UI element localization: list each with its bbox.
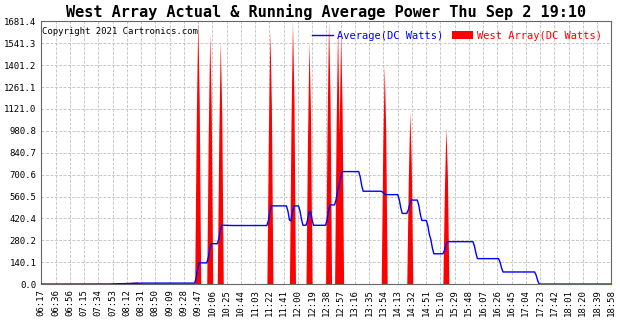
Title: West Array Actual & Running Average Power Thu Sep 2 19:10: West Array Actual & Running Average Powe… <box>66 4 587 20</box>
Legend: Average(DC Watts), West Array(DC Watts): Average(DC Watts), West Array(DC Watts) <box>308 27 606 45</box>
Text: Copyright 2021 Cartronics.com: Copyright 2021 Cartronics.com <box>42 27 198 36</box>
